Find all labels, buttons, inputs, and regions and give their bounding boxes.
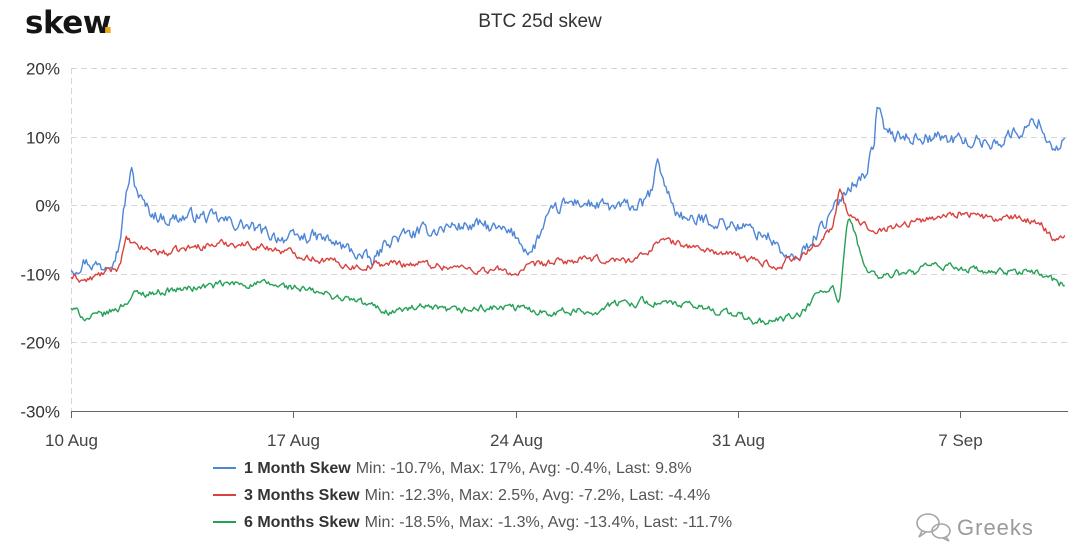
y-tick-label: 10%	[26, 129, 60, 148]
legend-series-name: 1 Month Skew	[244, 460, 351, 477]
y-tick-label: -20%	[20, 334, 60, 353]
legend-item: 3 Months Skew Min: -12.3%, Max: 2.5%, Avg…	[213, 487, 710, 504]
watermark-text: Greeks	[957, 515, 1034, 540]
legend-item: 6 Months Skew Min: -18.5%, Max: -1.3%, Av…	[213, 514, 732, 531]
brand-logo-text: skew	[25, 5, 111, 41]
y-tick-label: -30%	[20, 403, 60, 422]
series-line-2	[70, 188, 1066, 283]
legend-series-stats: Min: -12.3%, Max: 2.5%, Avg: -7.2%, Last…	[365, 487, 711, 504]
series-lines	[70, 106, 1066, 326]
legend-series-stats: Min: -10.7%, Max: 17%, Avg: -0.4%, Last:…	[356, 460, 692, 477]
series-line-1	[70, 106, 1066, 275]
x-tick-label: 31 Aug	[712, 431, 765, 450]
x-tick-label: 7 Sep	[938, 431, 982, 450]
series-line-3	[70, 218, 1065, 326]
y-tick-label: 20%	[26, 60, 60, 79]
x-tick-label: 17 Aug	[267, 431, 320, 450]
y-tick-labels: 20% 10% 0% -10% -20% -30%	[20, 60, 60, 422]
brand-logo: skew .	[25, 5, 114, 41]
legend-series-name: 3 Months Skew	[244, 487, 360, 504]
legend: 1 Month Skew Min: -10.7%, Max: 17%, Avg: …	[213, 460, 732, 531]
legend-series-name: 6 Months Skew	[244, 514, 360, 531]
wechat-icon	[916, 513, 951, 542]
watermark: Greeks	[916, 513, 1034, 542]
x-tick-labels: 10 Aug 17 Aug 24 Aug 31 Aug 7 Sep	[45, 431, 983, 450]
legend-item: 1 Month Skew Min: -10.7%, Max: 17%, Avg: …	[213, 460, 692, 477]
y-tick-label: -10%	[20, 266, 60, 285]
brand-logo-dot: .	[102, 5, 113, 41]
chart-title: BTC 25d skew	[478, 11, 602, 32]
y-tick-label: 0%	[35, 197, 60, 216]
legend-series-stats: Min: -18.5%, Max: -1.3%, Avg: -13.4%, La…	[365, 514, 733, 531]
x-tick-label: 10 Aug	[45, 431, 98, 450]
axes	[71, 411, 1068, 418]
x-tick-label: 24 Aug	[490, 431, 543, 450]
